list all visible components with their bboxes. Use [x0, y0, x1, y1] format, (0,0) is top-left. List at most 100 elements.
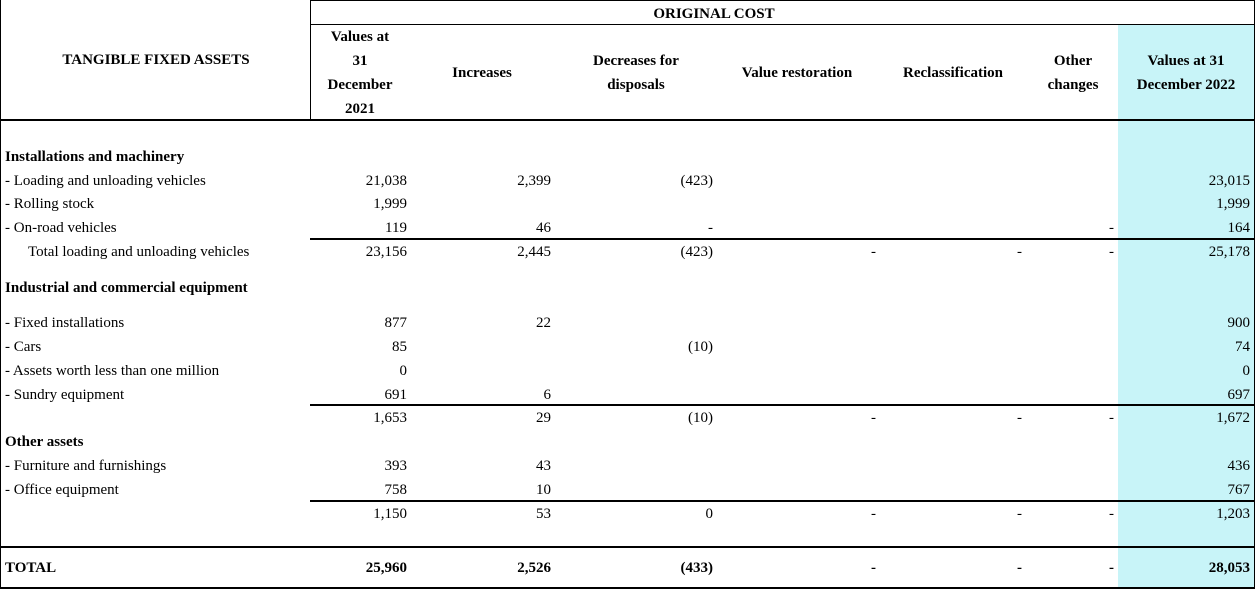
column-header: Decreases for disposals: [556, 49, 716, 97]
cell: -: [871, 244, 876, 260]
cell: 1,203: [1216, 506, 1250, 522]
column-header: Value restoration: [717, 61, 877, 85]
cell: -: [1109, 244, 1114, 260]
cell: 23,015: [1208, 173, 1250, 189]
column-header: Values at 31 December 2022: [1106, 49, 1255, 97]
cell: -: [1017, 506, 1022, 522]
section-title: Installations and machinery: [5, 149, 185, 165]
cell: 23,156: [365, 244, 407, 260]
border: [0, 587, 1255, 589]
cell: 28,053: [1208, 560, 1250, 576]
column-header-line: Values at: [330, 29, 390, 45]
column-header-line: changes: [1047, 77, 1099, 93]
cell: 29: [536, 410, 551, 426]
cell: 119: [385, 220, 407, 236]
cell: 877: [384, 315, 408, 331]
column-header: Other changes: [993, 49, 1153, 97]
row-label: - Loading and unloading vehicles: [5, 173, 206, 189]
column-header-line: December: [327, 77, 393, 93]
cell: (423): [680, 173, 714, 189]
cell: -: [708, 220, 713, 236]
cell: -: [1109, 410, 1114, 426]
cell: 691: [384, 387, 408, 403]
cell: 53: [536, 506, 551, 522]
row-label: - On-road vehicles: [5, 220, 117, 236]
row-label: - Assets worth less than one million: [5, 363, 220, 379]
subtotal-label: Total loading and unloading vehicles: [28, 244, 250, 260]
cell: 6: [543, 387, 552, 403]
row-label: - Sundry equipment: [5, 387, 125, 403]
cell: (10): [688, 410, 713, 426]
cell: 0: [399, 363, 408, 379]
cell: -: [1017, 244, 1022, 260]
cell: 393: [384, 458, 408, 474]
cell: -: [871, 506, 876, 522]
cell: (433): [680, 560, 714, 576]
column-header: Values at 31 December 2021: [280, 25, 440, 121]
cell: 767: [1227, 482, 1251, 498]
cell: 1,999: [1216, 196, 1250, 212]
cell: 2,445: [517, 244, 551, 260]
column-header: Reclassification: [873, 61, 1033, 85]
rule: [310, 500, 1255, 502]
column-header-line: December 2022: [1136, 77, 1236, 93]
cell: 46: [536, 220, 551, 236]
rule: [0, 546, 1255, 548]
cell: 1,150: [373, 506, 407, 522]
cell: 43: [536, 458, 551, 474]
cell: 85: [392, 339, 407, 355]
cell: 1,672: [1216, 410, 1250, 426]
section-title: Industrial and commercial equipment: [5, 280, 248, 296]
total-label: TOTAL: [5, 560, 57, 576]
cell: 10: [536, 482, 551, 498]
cell: 22: [536, 315, 551, 331]
cell: 436: [1227, 458, 1251, 474]
column-header-line: disposals: [607, 77, 665, 93]
rule: [310, 238, 1255, 240]
border: [310, 0, 1255, 1]
column-header-line: Values at 31: [1147, 53, 1225, 69]
cell: -: [1109, 506, 1114, 522]
cell: 2,399: [517, 173, 551, 189]
column-header-line: Other: [1053, 53, 1093, 69]
cell: (10): [688, 339, 713, 355]
border: [0, 0, 1, 589]
rule: [0, 119, 1255, 121]
cell: 1,999: [373, 196, 407, 212]
cell: -: [1109, 560, 1114, 576]
column-header-line: Reclassification: [903, 65, 1003, 81]
cell: -: [871, 560, 876, 576]
cell: 0: [1242, 363, 1251, 379]
cell: -: [1017, 560, 1022, 576]
cell: 25,178: [1208, 244, 1250, 260]
cell: 900: [1227, 315, 1251, 331]
cell: (423): [680, 244, 714, 260]
cell: 2,526: [517, 560, 551, 576]
cell: 0: [705, 506, 714, 522]
cell: -: [1017, 410, 1022, 426]
border: [310, 0, 311, 120]
rule: [310, 24, 1255, 25]
cell: 21,038: [365, 173, 407, 189]
row-label: - Furniture and furnishings: [5, 458, 167, 474]
column-header-line: Decreases for: [593, 53, 679, 69]
column-header-line: 2021: [345, 101, 375, 117]
row-label: - Office equipment: [5, 482, 119, 498]
cell: 758: [384, 482, 408, 498]
row-label: - Cars: [5, 339, 42, 355]
group-header: ORIGINAL COST: [653, 6, 775, 22]
cell: -: [1109, 220, 1114, 236]
column-header-line: 31: [352, 53, 368, 69]
cell: 1,653: [373, 410, 407, 426]
cell: 697: [1227, 387, 1251, 403]
column-header-line: Increases: [452, 65, 512, 81]
row-label-header: TANGIBLE FIXED ASSETS: [62, 52, 250, 68]
row-label: - Rolling stock: [5, 196, 95, 212]
column-header: Increases: [402, 61, 562, 85]
cell: 74: [1235, 339, 1250, 355]
cell: 164: [1227, 220, 1251, 236]
cell: 25,960: [365, 560, 407, 576]
column-header-line: Value restoration: [741, 65, 853, 81]
section-title: Other assets: [5, 434, 84, 450]
